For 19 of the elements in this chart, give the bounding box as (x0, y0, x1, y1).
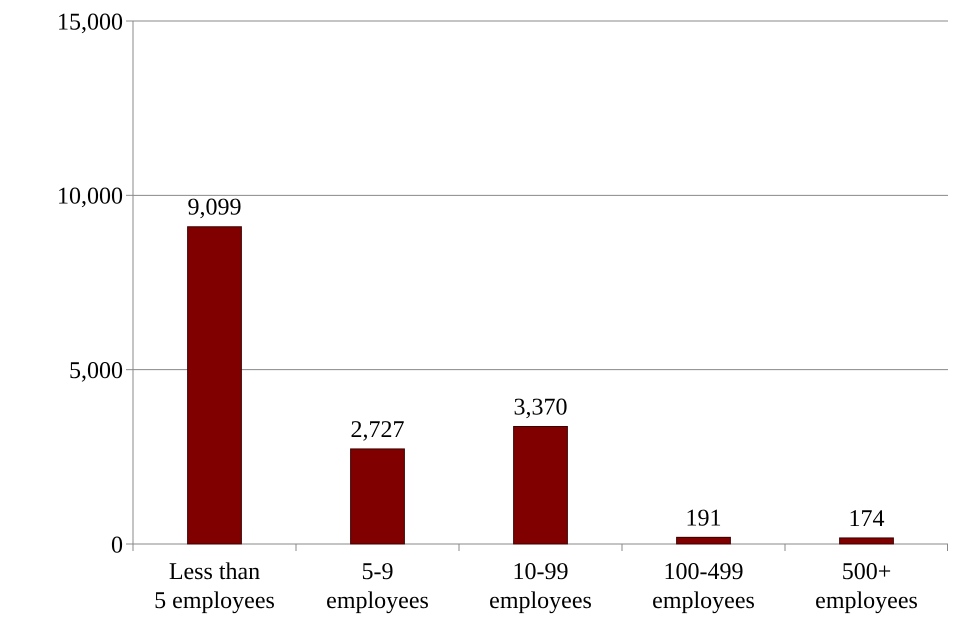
x-tick-label: 5-9 employees (326, 559, 429, 614)
data-label: 2,727 (350, 416, 404, 443)
bar (513, 426, 568, 544)
data-label: 174 (848, 506, 884, 532)
bar (839, 537, 894, 544)
data-label: 3,370 (514, 394, 568, 420)
bar (187, 226, 242, 544)
bar (676, 536, 731, 544)
y-tick-label: 5,000 (69, 358, 123, 384)
data-label: 191 (686, 505, 722, 532)
y-tick-label: 15,000 (57, 9, 123, 36)
x-tick-label: 100-499 employees (652, 559, 755, 614)
y-tick-label: 0 (111, 532, 123, 558)
data-label: 9,099 (188, 194, 242, 221)
x-tick-label: Less than 5 employees (154, 559, 275, 614)
y-tick-label: 10,000 (57, 184, 123, 210)
x-tick-label: 500+ employees (815, 559, 918, 614)
bar (350, 448, 405, 544)
x-tick-label: 10-99 employees (489, 559, 592, 614)
